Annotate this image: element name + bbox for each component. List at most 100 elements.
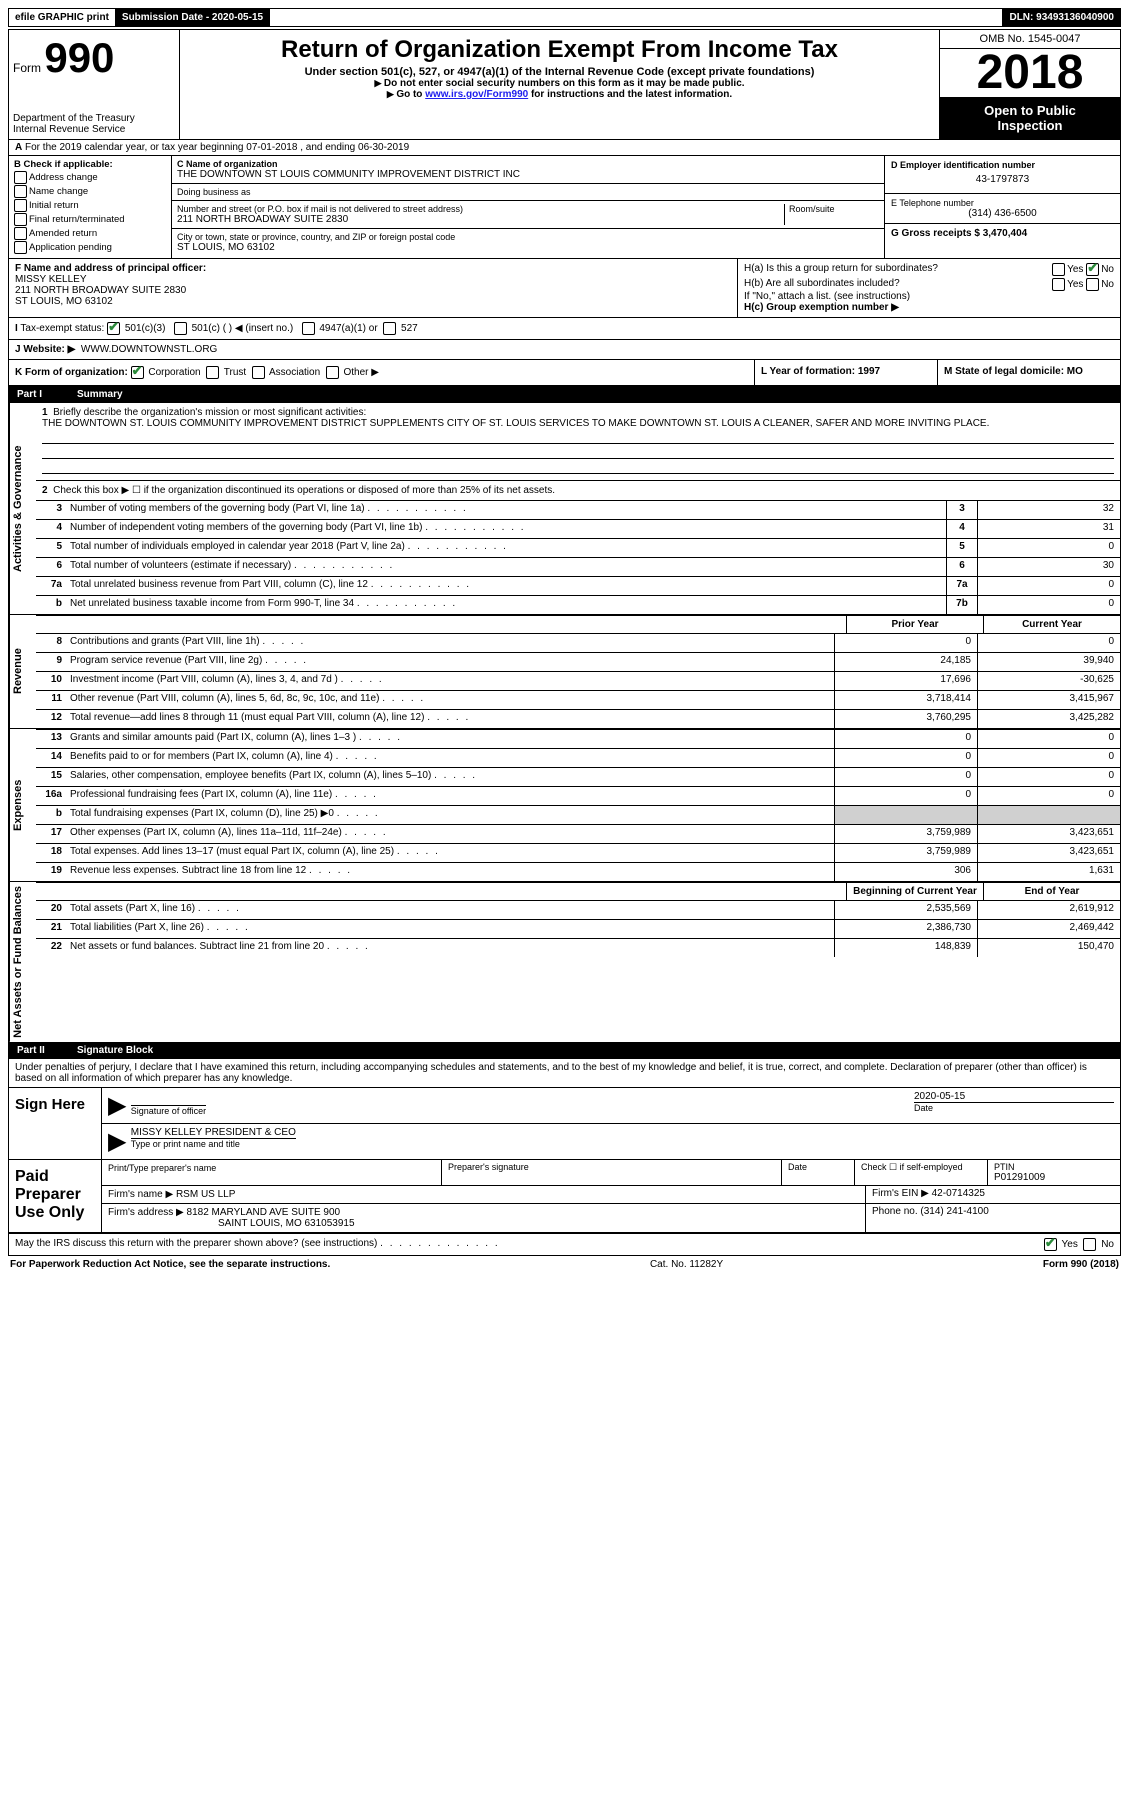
org-name: THE DOWNTOWN ST LOUIS COMMUNITY IMPROVEM… xyxy=(177,169,879,180)
line-17: 17 Other expenses (Part IX, column (A), … xyxy=(36,824,1120,843)
ein-column: D Employer identification number 43-1797… xyxy=(884,156,1120,258)
firm-phone: (314) 241-4100 xyxy=(920,1206,988,1217)
form-of-org-row: K Form of organization: Corporation Trus… xyxy=(9,360,754,385)
line-10: 10 Investment income (Part VIII, column … xyxy=(36,671,1120,690)
cb-association[interactable] xyxy=(252,366,265,379)
gov-line-5: 5 Total number of individuals employed i… xyxy=(36,538,1120,557)
officer-addr1: 211 NORTH BROADWAY SUITE 2830 xyxy=(15,285,731,296)
ptin-value: P01291009 xyxy=(994,1172,1114,1183)
year-formation: L Year of formation: 1997 xyxy=(754,360,937,385)
tax-year: 2018 xyxy=(940,49,1120,97)
firm-addr1: 8182 MARYLAND AVE SUITE 900 xyxy=(187,1207,341,1218)
officer-group-row: F Name and address of principal officer:… xyxy=(9,259,1120,318)
side-governance: Activities & Governance xyxy=(9,403,36,614)
revenue-section: Revenue Prior Year Current Year 8 Contri… xyxy=(9,615,1120,729)
form-title: Return of Organization Exempt From Incom… xyxy=(188,36,931,64)
open-public-2: Inspection xyxy=(942,118,1118,133)
submission-date: Submission Date - 2020-05-15 xyxy=(116,9,270,26)
form-header: Form 990 Department of the Treasury Inte… xyxy=(9,30,1120,140)
cb-other[interactable] xyxy=(326,366,339,379)
form-number: 990 xyxy=(44,34,114,81)
line-18: 18 Total expenses. Add lines 13–17 (must… xyxy=(36,843,1120,862)
website-row: J Website: ▶ WWW.DOWNTOWNSTL.ORG xyxy=(9,340,1120,360)
form-subtitle1: Under section 501(c), 527, or 4947(a)(1)… xyxy=(188,66,931,78)
gross-receipts: G Gross receipts $ 3,470,404 xyxy=(891,228,1114,239)
line-13: 13 Grants and similar amounts paid (Part… xyxy=(36,729,1120,748)
dln-label: DLN: 93493136040900 xyxy=(1003,9,1120,26)
footer-left: For Paperwork Reduction Act Notice, see … xyxy=(10,1259,330,1270)
sign-date: 2020-05-15 xyxy=(914,1091,1114,1102)
gov-line-3: 3 Number of voting members of the govern… xyxy=(36,500,1120,519)
mission-text: THE DOWNTOWN ST. LOUIS COMMUNITY IMPROVE… xyxy=(42,418,989,429)
org-info-column: C Name of organization THE DOWNTOWN ST L… xyxy=(172,156,884,258)
phone-value: (314) 436-6500 xyxy=(891,208,1114,219)
paid-preparer-block: Paid Preparer Use Only Print/Type prepar… xyxy=(9,1160,1120,1233)
line-14: 14 Benefits paid to or for members (Part… xyxy=(36,748,1120,767)
firm-name: RSM US LLP xyxy=(176,1189,235,1200)
cb-501c[interactable] xyxy=(174,322,187,335)
ha-no[interactable] xyxy=(1086,263,1099,276)
line-22: 22 Net assets or fund balances. Subtract… xyxy=(36,938,1120,957)
cb-name-change[interactable]: Name change xyxy=(14,185,166,198)
hb-yes[interactable] xyxy=(1052,278,1065,291)
efile-label: efile GRAPHIC print xyxy=(9,9,116,26)
org-city: ST LOUIS, MO 63102 xyxy=(177,242,879,253)
begin-year-header: Beginning of Current Year xyxy=(846,883,983,900)
side-netassets: Net Assets or Fund Balances xyxy=(9,882,36,1042)
state-domicile: M State of legal domicile: MO xyxy=(937,360,1120,385)
line-21: 21 Total liabilities (Part X, line 26) .… xyxy=(36,919,1120,938)
hb-no[interactable] xyxy=(1086,278,1099,291)
discuss-yes[interactable] xyxy=(1044,1238,1057,1251)
sign-here-label: Sign Here xyxy=(9,1088,102,1159)
cb-application-pending[interactable]: Application pending xyxy=(14,241,166,254)
cb-address-change[interactable]: Address change xyxy=(14,171,166,184)
governance-section: Activities & Governance 1 Briefly descri… xyxy=(9,403,1120,615)
entity-info-block: B Check if applicable: Address change Na… xyxy=(9,156,1120,259)
ein-value: 43-1797873 xyxy=(891,170,1114,189)
line-19: 19 Revenue less expenses. Subtract line … xyxy=(36,862,1120,881)
page-footer: For Paperwork Reduction Act Notice, see … xyxy=(8,1256,1121,1273)
cb-corporation[interactable] xyxy=(131,366,144,379)
discuss-no[interactable] xyxy=(1083,1238,1096,1251)
cb-amended-return[interactable]: Amended return xyxy=(14,227,166,240)
footer-right: Form 990 (2018) xyxy=(1043,1259,1119,1270)
cb-initial-return[interactable]: Initial return xyxy=(14,199,166,212)
end-year-header: End of Year xyxy=(983,883,1120,900)
current-year-header: Current Year xyxy=(983,616,1120,633)
line-16a: 16a Professional fundraising fees (Part … xyxy=(36,786,1120,805)
form-id-box: Form 990 Department of the Treasury Inte… xyxy=(9,30,180,139)
form-title-box: Return of Organization Exempt From Incom… xyxy=(180,30,939,139)
form-subtitle2: Do not enter social security numbers on … xyxy=(188,78,931,89)
penalty-statement: Under penalties of perjury, I declare th… xyxy=(9,1059,1120,1087)
officer-name: MISSY KELLEY xyxy=(15,274,731,285)
checkbox-column-b: B Check if applicable: Address change Na… xyxy=(9,156,172,258)
side-expenses: Expenses xyxy=(9,729,36,881)
officer-addr2: ST LOUIS, MO 63102 xyxy=(15,296,731,307)
form-container: Form 990 Department of the Treasury Inte… xyxy=(8,29,1121,1256)
form990-link[interactable]: www.irs.gov/Form990 xyxy=(425,89,528,100)
cb-527[interactable] xyxy=(383,322,396,335)
gov-line-7a: 7a Total unrelated business revenue from… xyxy=(36,576,1120,595)
cb-final-return[interactable]: Final return/terminated xyxy=(14,213,166,226)
period-line: A For the 2019 calendar year, or tax yea… xyxy=(9,140,1120,156)
form-subtitle3: Go to www.irs.gov/Form990 for instructio… xyxy=(188,89,931,100)
paid-preparer-label: Paid Preparer Use Only xyxy=(9,1160,102,1232)
line-b: b Total fundraising expenses (Part IX, c… xyxy=(36,805,1120,824)
line-12: 12 Total revenue—add lines 8 through 11 … xyxy=(36,709,1120,728)
part2-header: Part II Signature Block xyxy=(9,1042,1120,1059)
website-url: WWW.DOWNTOWNSTL.ORG xyxy=(81,344,217,355)
firm-addr2: SAINT LOUIS, MO 631053915 xyxy=(218,1218,355,1229)
prior-year-header: Prior Year xyxy=(846,616,983,633)
org-address: 211 NORTH BROADWAY SUITE 2830 xyxy=(177,214,784,225)
cb-501c3[interactable] xyxy=(107,322,120,335)
line-9: 9 Program service revenue (Part VIII, li… xyxy=(36,652,1120,671)
cb-4947[interactable] xyxy=(302,322,315,335)
gov-line-4: 4 Number of independent voting members o… xyxy=(36,519,1120,538)
firm-ein: 42-0714325 xyxy=(932,1188,985,1199)
tax-exempt-row: I Tax-exempt status: 501(c)(3) 501(c) ( … xyxy=(9,318,1120,339)
cb-trust[interactable] xyxy=(206,366,219,379)
line-11: 11 Other revenue (Part VIII, column (A),… xyxy=(36,690,1120,709)
officer-sig-name: MISSY KELLEY PRESIDENT & CEO xyxy=(131,1127,296,1138)
discuss-row: May the IRS discuss this return with the… xyxy=(9,1233,1120,1255)
ha-yes[interactable] xyxy=(1052,263,1065,276)
